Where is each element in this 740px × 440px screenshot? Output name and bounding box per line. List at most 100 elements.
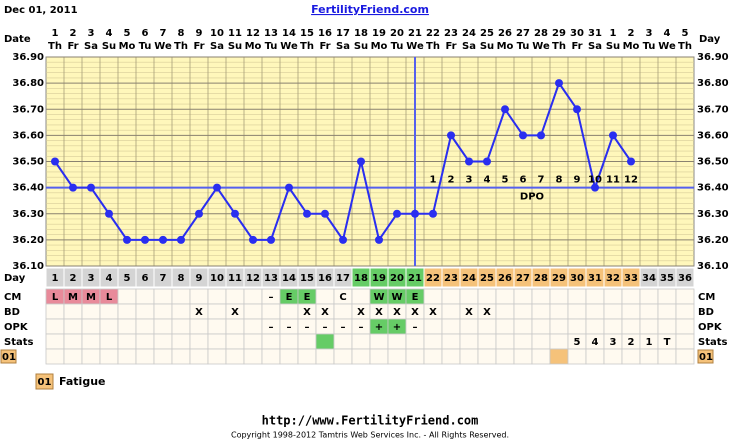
dpo-number: 6 — [520, 175, 527, 186]
weekday-label: Fr — [67, 41, 78, 52]
row-cell-text: 4 — [592, 337, 599, 348]
row-cell-text: X — [465, 307, 473, 318]
date-label: 1 — [610, 28, 617, 39]
date-label: 12 — [246, 28, 260, 39]
row-cell-text: C — [339, 292, 346, 303]
date-label: 20 — [390, 28, 404, 39]
row-cell — [477, 348, 497, 365]
row-cell-text: X — [393, 307, 401, 318]
day-number: 34 — [642, 273, 656, 284]
weekday-label: Sa — [462, 41, 476, 52]
date-label: 5 — [682, 28, 689, 39]
row-cell-text: W — [373, 292, 384, 303]
date-label: 26 — [498, 28, 512, 39]
row-label-box — [0, 349, 17, 364]
day-number: 7 — [160, 273, 167, 284]
day-cell — [675, 267, 695, 288]
dpo-number: 7 — [538, 175, 545, 186]
row-cell — [531, 348, 551, 365]
row-cell — [153, 318, 173, 335]
dpo-number: 12 — [624, 175, 638, 186]
date-label: 11 — [228, 28, 242, 39]
row-cell-text: – — [269, 292, 274, 303]
row-cell — [207, 333, 227, 350]
weekday-label: Th — [300, 41, 314, 52]
y-tick-label-right: 36.90 — [697, 52, 729, 63]
row-cell — [675, 288, 695, 305]
y-tick-label: 36.20 — [12, 235, 44, 246]
date-label: 9 — [196, 28, 203, 39]
row-cell — [585, 288, 605, 305]
row-cell-text: 2 — [628, 337, 635, 348]
row-cell-text: X — [303, 307, 311, 318]
header-site[interactable]: FertilityFriend.com — [311, 3, 429, 16]
row-cell — [153, 348, 173, 365]
day-number: 19 — [372, 273, 386, 284]
day-number: 5 — [124, 273, 131, 284]
row-label-right: CM — [698, 292, 715, 303]
row-label-right: 01 — [699, 352, 713, 363]
day-number: 28 — [534, 273, 548, 284]
day-number: 26 — [498, 273, 512, 284]
y-tick-label-right: 36.20 — [697, 235, 729, 246]
row-cell — [477, 288, 497, 305]
footer-url[interactable]: http://www.FertilityFriend.com — [262, 414, 479, 428]
temperature-point — [411, 209, 419, 218]
row-cell — [639, 303, 659, 320]
row-cell — [495, 288, 515, 305]
row-cell — [351, 348, 371, 365]
dpo-number: 2 — [448, 175, 455, 186]
row-cell — [117, 318, 137, 335]
day-number: 4 — [106, 273, 113, 284]
row-cell — [549, 318, 569, 335]
row-label: CM — [4, 292, 21, 303]
row-cell — [675, 303, 695, 320]
row-cell — [657, 288, 677, 305]
row-cell — [117, 303, 137, 320]
row-cell — [99, 348, 119, 365]
row-cell — [549, 333, 569, 350]
row-cell — [63, 348, 83, 365]
row-cell — [441, 318, 461, 335]
date-label: 1 — [52, 28, 59, 39]
row-label-box — [697, 349, 714, 364]
row-cell — [441, 303, 461, 320]
row-cell — [477, 333, 497, 350]
weekday-label: Fr — [319, 41, 330, 52]
row-label: 01 — [2, 352, 16, 363]
dpo-number: 10 — [588, 175, 602, 186]
row-cell — [621, 348, 641, 365]
row-cell — [171, 303, 191, 320]
date-label: 27 — [516, 28, 530, 39]
row-cell-text: W — [391, 292, 402, 303]
day-number: 35 — [660, 273, 674, 284]
weekday-label: Th — [174, 41, 188, 52]
date-label: 8 — [178, 28, 185, 39]
date-label: 4 — [106, 28, 113, 39]
temperature-point — [123, 235, 131, 244]
date-label: 17 — [336, 28, 350, 39]
row-cell-text: 1 — [646, 337, 653, 348]
row-cell-text: – — [341, 322, 346, 333]
row-cell — [531, 303, 551, 320]
row-cell-text: L — [52, 292, 59, 303]
date-label: 4 — [664, 28, 671, 39]
row-cell — [387, 348, 407, 365]
day-number: 31 — [588, 273, 602, 284]
day-number: 27 — [516, 273, 530, 284]
row-cell — [513, 288, 533, 305]
row-cell — [207, 303, 227, 320]
day-label-right: Day — [699, 34, 721, 45]
row-cell — [243, 348, 263, 365]
weekday-label: Mo — [497, 41, 514, 52]
row-cell — [495, 318, 515, 335]
row-cell — [189, 288, 209, 305]
row-cell — [279, 333, 299, 350]
legend-box — [35, 373, 54, 390]
date-label: 15 — [300, 28, 314, 39]
date-label: 14 — [282, 28, 296, 39]
row-cell — [477, 318, 497, 335]
day-number: 9 — [196, 273, 203, 284]
row-cell-text: M — [86, 292, 96, 303]
temperature-point — [285, 183, 293, 192]
